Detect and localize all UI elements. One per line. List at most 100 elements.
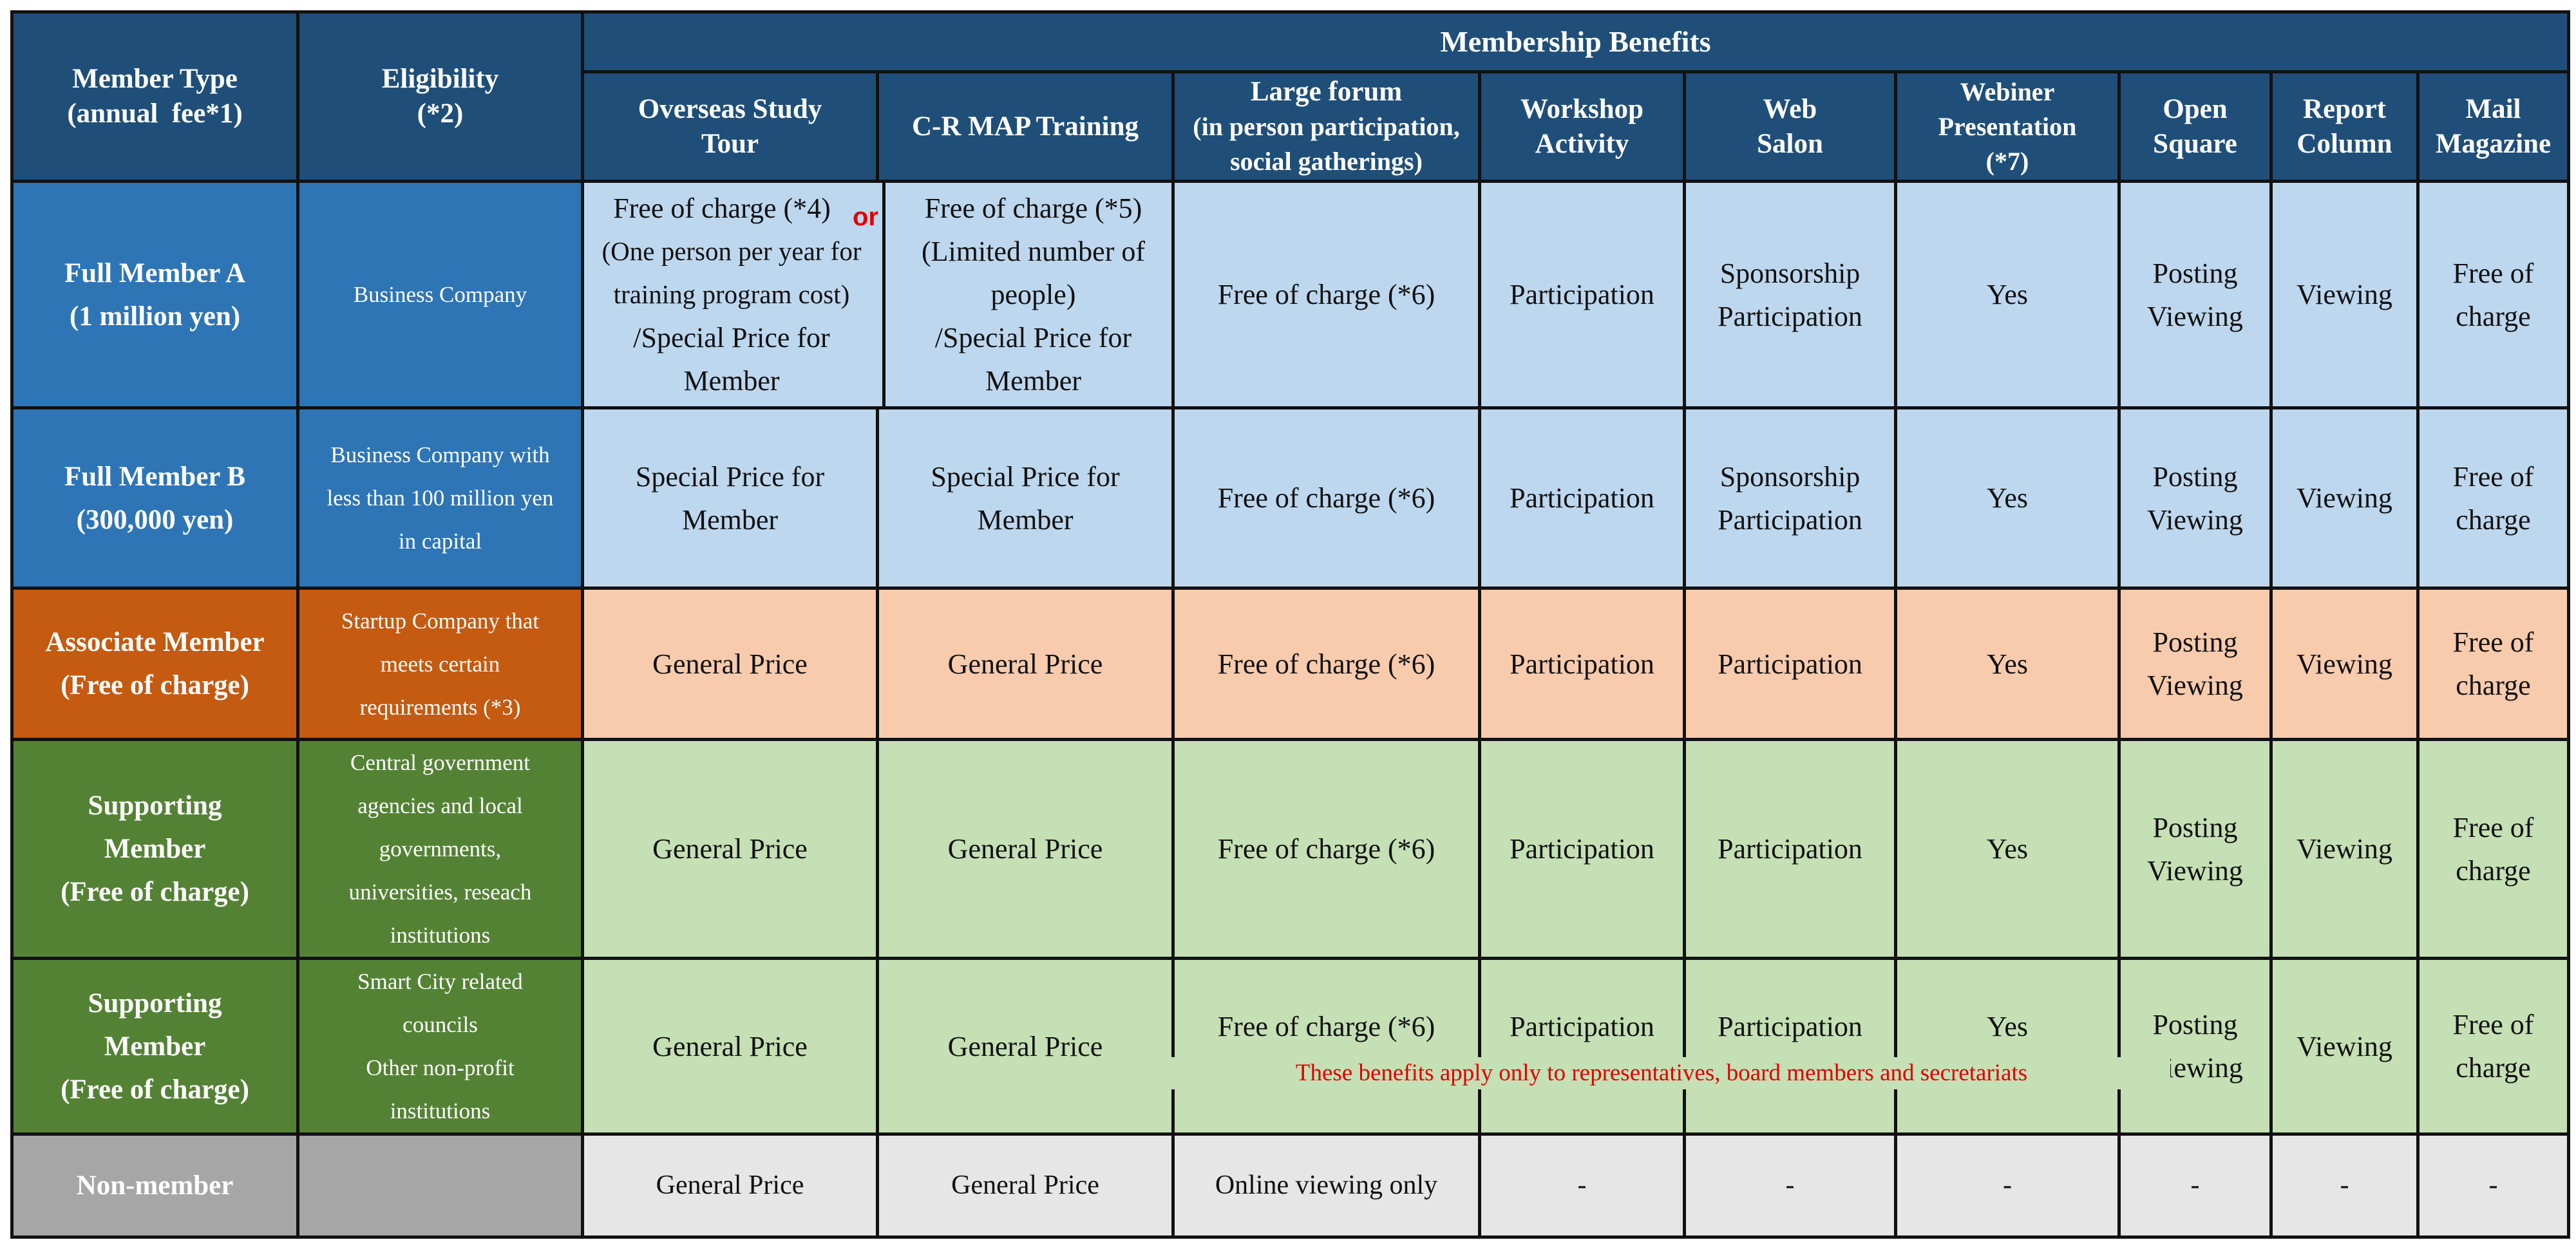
eligibility-note: (*2) — [417, 99, 464, 129]
eligibility-line: governments, — [379, 836, 502, 861]
col-label-line: social gatherings) — [1230, 146, 1423, 176]
value-line: Member — [683, 365, 780, 397]
mail-magazine-value: Free of charge — [2416, 738, 2570, 960]
eligibility-line: institutions — [390, 1098, 491, 1123]
large-forum-value: Free of charge (*6) — [1171, 957, 1481, 1136]
web-salon-value: Participation — [1683, 738, 1897, 960]
member-type-cell: Non-member — [10, 1132, 299, 1239]
value-line: (Limited number of — [921, 236, 1145, 267]
workshop-activity-value: Participation — [1478, 180, 1686, 409]
value-line: Free of — [2452, 1009, 2534, 1040]
eligibility-line: Central government — [350, 750, 530, 775]
col-label-line: Salon — [1757, 128, 1823, 159]
open-square-value: Posting Viewing — [2117, 738, 2273, 960]
member-type-cell: Supporting Member (Free of charge) — [10, 957, 299, 1136]
member-type-cell: Full Member B (300,000 yen) — [10, 406, 299, 590]
col-web-salon: Web Salon — [1683, 70, 1897, 183]
member-type-title: Member Type — [72, 64, 238, 94]
eligibility-line: less than 100 million yen — [327, 485, 554, 511]
value-line: (One person per year for — [601, 236, 862, 266]
eligibility-cell — [296, 1132, 584, 1239]
header-row-1: Member Type (annual fee*1) Eligibility (… — [10, 10, 2570, 183]
open-square-value: Posting Viewing — [2117, 180, 2273, 409]
overseas-study-tour-value: General Price — [581, 1132, 879, 1239]
report-column-value: Viewing — [2269, 738, 2420, 960]
member-type-line: Supporting — [88, 791, 222, 821]
value-line: /Special Price for — [934, 322, 1132, 353]
value-line: Sponsorship — [1719, 257, 1861, 289]
col-label-line: Presentation — [1938, 111, 2077, 141]
crmap-training-value: Free of charge (*5) (Limited number of p… — [882, 184, 1170, 405]
webiner-presentation-value: Yes — [1894, 587, 2121, 741]
overseas-study-tour-value: Special Price for Member — [581, 406, 879, 590]
value-line: Sponsorship — [1719, 460, 1861, 493]
report-column-value: Viewing — [2269, 587, 2420, 741]
value-line: Posting — [2152, 460, 2238, 493]
open-square-value: Posting Viewing — [2117, 406, 2273, 590]
value-line: charge — [2456, 300, 2531, 332]
eligibility-line: Startup Company that — [341, 608, 540, 634]
row-full-member-a: Full Member A (1 million yen) Business C… — [10, 180, 2570, 409]
supporting-member-note: These benefits apply only to representat… — [1153, 1057, 2170, 1089]
member-type-line: Member — [104, 834, 206, 864]
web-salon-value: Sponsorship Participation — [1683, 180, 1897, 409]
open-square-value: - — [2117, 1132, 2273, 1239]
col-label-line: Magazine — [2435, 128, 2552, 159]
large-forum-value: Free of charge (*6) — [1171, 738, 1481, 960]
value-line: Posting — [2152, 257, 2238, 289]
value-line: charge — [2456, 1052, 2531, 1084]
web-salon-value: Sponsorship Participation — [1683, 406, 1897, 590]
eligibility-line: meets certain — [380, 651, 500, 677]
col-label-line: Report — [2303, 93, 2386, 124]
col-overseas-study-tour: Overseas Study Tour — [581, 70, 879, 183]
row-non-member: Non-member General Price General Price O… — [10, 1132, 2570, 1239]
webiner-presentation-value: - — [1894, 1132, 2121, 1239]
member-type-header: Member Type (annual fee*1) — [10, 10, 299, 183]
col-large-forum: Large forum (in person participation, so… — [1171, 70, 1481, 183]
value-line: charge — [2456, 854, 2531, 887]
large-forum-value: Online viewing only — [1171, 1132, 1481, 1239]
value-line: Free of charge (*5) — [924, 193, 1142, 224]
col-label-line: Overseas Study — [638, 93, 822, 124]
col-label-line: Large forum — [1250, 76, 1403, 107]
webiner-presentation-value: Yes — [1894, 180, 2121, 409]
value-line: Free of — [2452, 811, 2534, 843]
overseas-study-tour-value: General Price — [581, 738, 879, 960]
eligibility-header: Eligibility (*2) — [296, 10, 584, 183]
overseas-study-tour-value: Free of charge (*4) (One person per year… — [586, 185, 880, 405]
header-row-2: Overseas Study Tour C-R MAP Training Lar… — [12, 70, 2570, 183]
open-square-value: Posting Viewing — [2117, 957, 2273, 1136]
mail-magazine-value: Free of charge — [2416, 406, 2570, 590]
member-type-line: (1 million yen) — [69, 301, 241, 332]
member-type-line: (Free of charge) — [61, 877, 249, 907]
value-line: Free of — [2452, 626, 2534, 658]
row-full-member-b: Full Member B (300,000 yen) Business Com… — [10, 406, 2570, 590]
workshop-activity-value: Participation — [1478, 957, 1686, 1136]
eligibility-line: Business Company with — [330, 442, 550, 467]
member-type-cell: Full Member A (1 million yen) — [10, 180, 299, 409]
webiner-presentation-value: Yes — [1894, 957, 2121, 1136]
col-label-line: Webiner — [1960, 77, 2055, 106]
workshop-activity-value: Participation — [1478, 406, 1686, 590]
value-line: Special Price for — [635, 460, 825, 493]
eligibility-cell: Central government agencies and local go… — [296, 738, 584, 960]
value-line: Special Price for — [931, 460, 1120, 493]
eligibility-line: requirements (*3) — [359, 694, 521, 720]
eligibility-cell: Business Company — [296, 180, 584, 409]
col-label-line: Open — [2163, 93, 2228, 124]
col-label-line: Workshop — [1520, 93, 1644, 124]
large-forum-value: Free of charge (*6) — [1171, 406, 1481, 590]
value-line: Participation — [1718, 300, 1862, 332]
value-line: charge — [2456, 503, 2531, 536]
report-column-value: Viewing — [2269, 180, 2420, 409]
col-mail-magazine: Mail Magazine — [2416, 70, 2570, 183]
overseas-crmap-cell: Free of charge (*4) (One person per year… — [581, 180, 1175, 409]
mail-magazine-value: Free of charge — [2416, 180, 2570, 409]
eligibility-cell: Smart City related councils Other non-pr… — [296, 957, 584, 1136]
member-type-line: (Free of charge) — [61, 670, 249, 700]
workshop-activity-value: - — [1478, 1132, 1686, 1239]
overseas-study-tour-value: General Price — [581, 587, 879, 741]
overseas-study-tour-value: General Price — [581, 957, 879, 1136]
col-open-square: Open Square — [2117, 70, 2273, 183]
col-report-column: Report Column — [2269, 70, 2420, 183]
